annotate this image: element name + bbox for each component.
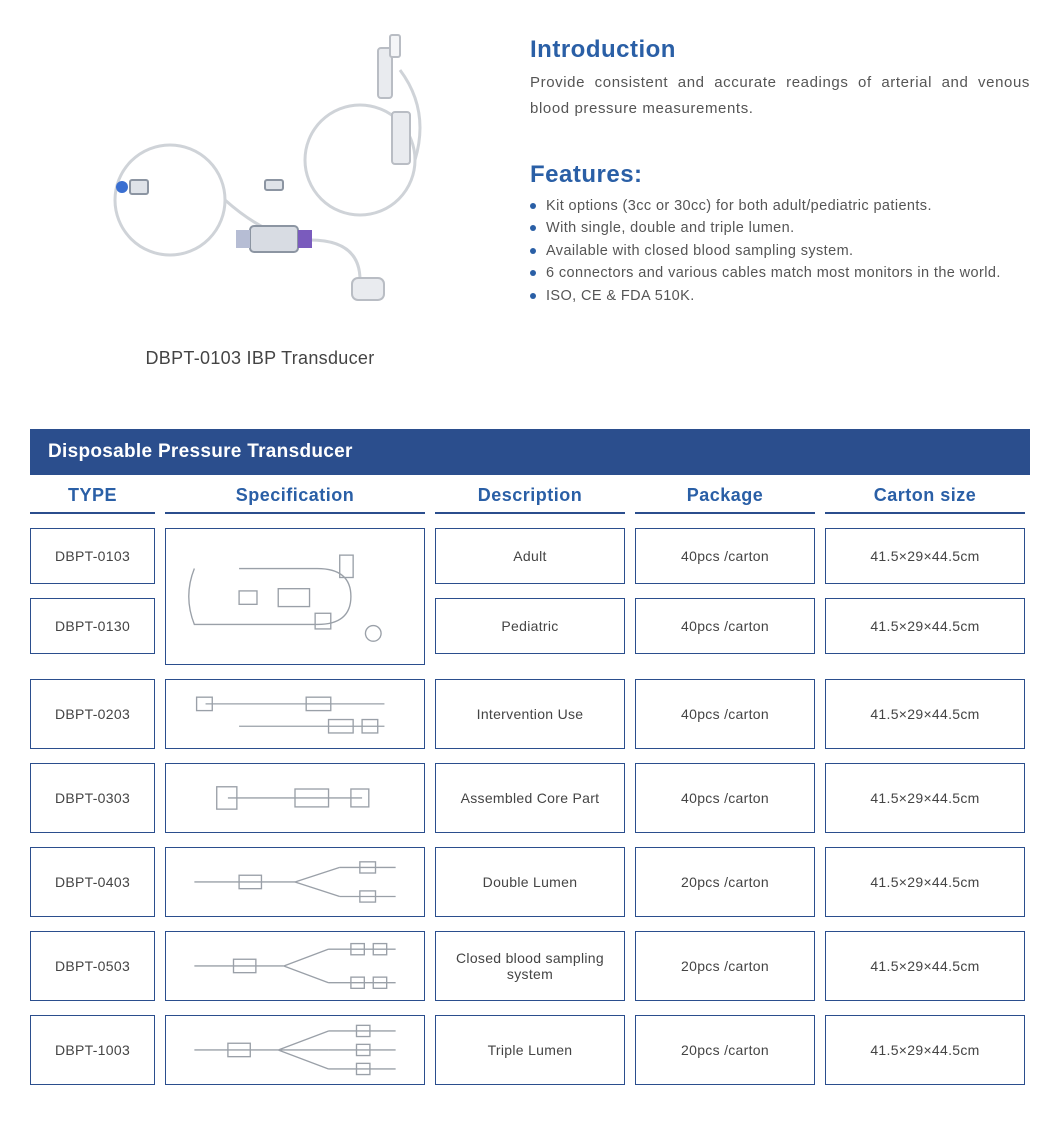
table-row: DBPT-0503 Closed blood sampling system 2… [30,931,1030,1001]
table-row: DBPT-0303 Assembled Core Part 40pcs /car… [30,763,1030,833]
spec-diagram-icon [172,686,418,742]
feature-item: 6 connectors and various cables match mo… [530,262,1030,284]
spec-cell [165,679,425,749]
description-stack: Adult Pediatric [435,528,625,665]
features-block: Features: Kit options (3cc or 30cc) for … [530,161,1030,307]
transducer-diagram-icon [60,30,460,330]
introduction-text: Provide consistent and accurate readings… [530,70,1030,121]
carton-stack: 41.5×29×44.5cm 41.5×29×44.5cm [825,528,1025,665]
info-column: Introduction Provide consistent and accu… [530,30,1030,369]
carton-cell: 41.5×29×44.5cm [825,598,1025,654]
spec-cell [165,763,425,833]
col-type: TYPE [30,485,155,514]
introduction-heading: Introduction [530,36,1030,64]
package-cell: 20pcs /carton [635,847,815,917]
type-cell: DBPT-0130 [30,598,155,654]
spec-diagram-icon [172,770,418,826]
type-cell: DBPT-0303 [30,763,155,833]
feature-item: With single, double and triple lumen. [530,217,1030,239]
package-cell: 40pcs /carton [635,528,815,584]
col-description: Description [435,485,625,514]
top-section: DBPT-0103 IBP Transducer Introduction Pr… [30,30,1030,369]
type-cell: DBPT-0503 [30,931,155,1001]
package-stack: 40pcs /carton 40pcs /carton [635,528,815,665]
table-row: DBPT-0103 DBPT-0130 Adult Pediatric 40pc… [30,528,1030,665]
package-cell: 20pcs /carton [635,1015,815,1085]
product-caption: DBPT-0103 IBP Transducer [146,348,375,369]
type-stack: DBPT-0103 DBPT-0130 [30,528,155,665]
table-header-row: TYPE Specification Description Package C… [30,475,1030,528]
carton-cell: 41.5×29×44.5cm [825,763,1025,833]
carton-cell: 41.5×29×44.5cm [825,931,1025,1001]
description-cell: Assembled Core Part [435,763,625,833]
carton-cell: 41.5×29×44.5cm [825,679,1025,749]
table-section: Disposable Pressure Transducer TYPE Spec… [30,429,1030,1085]
table-row: DBPT-1003 Triple Lumen 20pcs /carton 41.… [30,1015,1030,1085]
spec-cell [165,528,425,665]
col-package: Package [635,485,815,514]
description-cell: Triple Lumen [435,1015,625,1085]
description-cell: Closed blood sampling system [435,931,625,1001]
spec-cell [165,1015,425,1085]
spec-diagram-icon [172,535,418,658]
spec-diagram-icon [172,938,418,994]
features-heading: Features: [530,161,1030,189]
description-cell: Intervention Use [435,679,625,749]
type-cell: DBPT-0103 [30,528,155,584]
description-cell: Pediatric [435,598,625,654]
package-cell: 40pcs /carton [635,763,815,833]
feature-item: Kit options (3cc or 30cc) for both adult… [530,195,1030,217]
type-cell: DBPT-0203 [30,679,155,749]
package-cell: 40pcs /carton [635,679,815,749]
spec-cell [165,847,425,917]
carton-cell: 41.5×29×44.5cm [825,1015,1025,1085]
features-list: Kit options (3cc or 30cc) for both adult… [530,195,1030,307]
table-title: Disposable Pressure Transducer [30,429,1030,475]
package-cell: 20pcs /carton [635,931,815,1001]
table-row: DBPT-0403 Double Lumen 20pcs /carton 41.… [30,847,1030,917]
feature-item: ISO, CE & FDA 510K. [530,285,1030,307]
description-cell: Double Lumen [435,847,625,917]
table-row: DBPT-0203 Intervention Use 40pcs /carton… [30,679,1030,749]
spec-diagram-icon [172,854,418,910]
spec-cell [165,931,425,1001]
table-body: DBPT-0103 DBPT-0130 Adult Pediatric 40pc… [30,528,1030,1085]
description-cell: Adult [435,528,625,584]
col-carton-size: Carton size [825,485,1025,514]
spec-diagram-icon [172,1022,418,1078]
type-cell: DBPT-1003 [30,1015,155,1085]
product-column: DBPT-0103 IBP Transducer [30,30,490,369]
type-cell: DBPT-0403 [30,847,155,917]
carton-cell: 41.5×29×44.5cm [825,847,1025,917]
feature-item: Available with closed blood sampling sys… [530,240,1030,262]
introduction-block: Introduction Provide consistent and accu… [530,36,1030,121]
package-cell: 40pcs /carton [635,598,815,654]
carton-cell: 41.5×29×44.5cm [825,528,1025,584]
product-image [60,30,460,330]
col-specification: Specification [165,485,425,514]
